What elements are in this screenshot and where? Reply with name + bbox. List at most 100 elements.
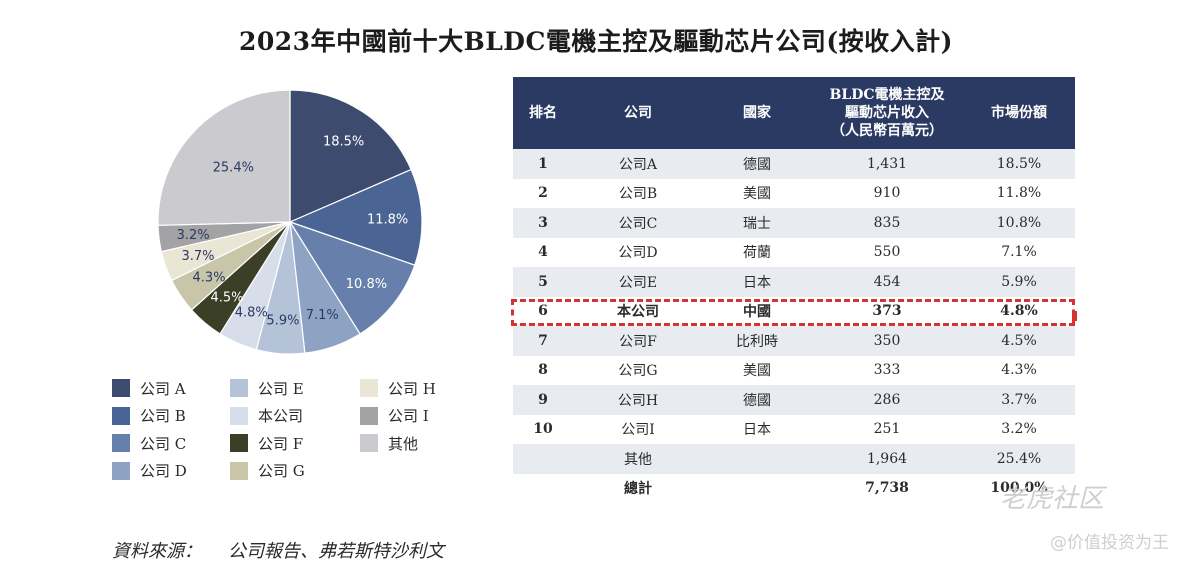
source-label: 資料來源： — [112, 541, 202, 562]
legend-label: 公司 I — [388, 407, 429, 425]
company-cell: 公司F — [573, 326, 703, 356]
legend-swatch — [112, 461, 130, 480]
share-cell: 5.9% — [963, 267, 1075, 297]
chart-title: 2023年中國前十大BLDC電機主控及驅動芯片公司(按收入計) — [238, 27, 954, 56]
pie-label-8: 3.7% — [181, 249, 214, 264]
pie-label-4: 5.9% — [266, 313, 299, 328]
pie-label-7: 4.3% — [193, 271, 226, 286]
share-cell: 100.0% — [963, 473, 1075, 503]
table-row: 其他 1,964 25.4% — [513, 444, 1075, 474]
company-cell: 其他 — [573, 444, 703, 474]
rank-cell: 1 — [513, 149, 573, 179]
revenue-cell: 1,964 — [811, 444, 963, 474]
legend-item: 公司 C — [112, 433, 186, 453]
revenue-cell: 333 — [811, 355, 963, 385]
company-cell: 公司I — [573, 414, 703, 444]
legend-item: 本公司 — [230, 406, 303, 426]
legend-label: 公司 H — [388, 379, 436, 398]
legend-item: 公司 E — [230, 378, 304, 398]
legend-swatch — [112, 379, 130, 397]
legend-label: 公司 C — [140, 434, 187, 453]
table-row: 總計 7,738 100.0% — [513, 473, 1075, 503]
pie-label-10: 25.4% — [213, 161, 254, 176]
legend-item: 公司 D — [112, 461, 187, 481]
country-cell: 美國 — [703, 178, 811, 208]
pie-slice-1 — [288, 168, 423, 266]
table-row: 2 公司B 美國 910 11.8% — [513, 178, 1075, 208]
company-cell: 總計 — [573, 473, 703, 503]
country-cell — [703, 444, 811, 474]
revenue-cell: 835 — [811, 208, 963, 238]
share-cell: 7.1% — [963, 237, 1075, 267]
rank-cell: 9 — [513, 385, 573, 415]
source-text: 公司報告、弗若斯特沙利文 — [228, 541, 444, 562]
pie-chart: 18.5% 11.8% 10.8% 7.1% 5.9%4.8%4.5% 4.3% 3.7% 3… — [157, 89, 423, 355]
table-row: 3 公司C 瑞士 835 10.8% — [513, 208, 1075, 238]
table-row: 4 公司D 荷蘭 550 7.1% — [513, 237, 1075, 267]
legend-swatch — [360, 406, 378, 425]
revenue-cell: 1,431 — [811, 149, 963, 179]
country-cell: 日本 — [703, 414, 811, 444]
pie-slice-0 — [289, 89, 412, 223]
legend-item: 其他 — [360, 433, 418, 453]
rank-cell — [513, 473, 573, 503]
company-cell: 公司C — [573, 208, 703, 238]
header-revenue: BLDC電機主控及 驅動芯片收入 （人民幣百萬元） — [811, 77, 963, 149]
pie-label-0: 18.5% — [323, 134, 364, 149]
pie-slice-2 — [288, 220, 416, 335]
legend-label: 公司 G — [258, 462, 305, 480]
country-cell — [703, 473, 811, 503]
country-cell: 荷蘭 — [703, 237, 811, 267]
share-cell: 4.5% — [963, 326, 1075, 356]
rank-cell: 5 — [513, 267, 573, 297]
pie-label-6: 4.5% — [211, 291, 244, 306]
legend-label: 公司 B — [140, 407, 186, 425]
country-cell: 中國 — [703, 296, 811, 326]
header-rank: 排名 — [513, 77, 573, 149]
share-cell: 4.8% — [963, 296, 1075, 326]
revenue-cell: 454 — [811, 267, 963, 297]
pie-slice-10 — [157, 89, 291, 226]
revenue-cell: 251 — [811, 414, 963, 444]
pie-label-9: 3.2% — [177, 228, 210, 243]
pie-label-2: 10.8% — [346, 277, 387, 292]
legend-swatch — [230, 434, 248, 452]
share-cell: 3.7% — [963, 385, 1075, 415]
company-cell: 公司D — [573, 237, 703, 267]
table-row: 7 公司F 比利時 350 4.5% — [513, 326, 1075, 356]
table-row: 8 公司G 美國 333 4.3% — [513, 355, 1075, 385]
country-cell: 比利時 — [703, 326, 811, 356]
revenue-cell: 350 — [811, 326, 963, 356]
country-cell: 德國 — [703, 149, 811, 179]
legend-swatch — [230, 406, 248, 425]
share-cell: 18.5% — [963, 149, 1075, 179]
country-cell: 日本 — [703, 267, 811, 297]
share-cell: 3.2% — [963, 414, 1075, 444]
pie-label-1: 11.8% — [367, 212, 408, 227]
table-row: 6 本公司 中國 373 4.8% — [513, 296, 1075, 326]
rank-cell: 6 — [513, 296, 573, 326]
legend-label: 其他 — [388, 434, 419, 453]
watermark-tagline: @价值投资为王 — [1050, 533, 1169, 553]
legend-swatch — [230, 461, 248, 480]
rank-cell: 2 — [513, 178, 573, 208]
table-row: 1 公司A 德國 1,431 18.5% — [513, 149, 1075, 179]
revenue-cell: 373 — [811, 296, 963, 326]
legend-label: 公司 D — [140, 462, 187, 480]
company-cell: 公司E — [573, 267, 703, 297]
pie-label-3: 7.1% — [306, 308, 339, 323]
legend-swatch — [360, 379, 378, 397]
revenue-cell: 7,738 — [811, 473, 963, 503]
header-country: 國家 — [703, 77, 811, 149]
share-cell: 11.8% — [963, 178, 1075, 208]
rank-cell — [513, 444, 573, 474]
country-cell: 美國 — [703, 355, 811, 385]
legend-swatch — [230, 379, 248, 397]
legend-item: 公司 G — [230, 461, 305, 481]
table-row: 5 公司E 日本 454 5.9% — [513, 267, 1075, 297]
table-row: 10 公司I 日本 251 3.2% — [513, 414, 1075, 444]
table-header-row: 排名 公司 國家 BLDC電機主控及 驅動芯片收入 （人民幣百萬元） 市場份額 — [513, 77, 1075, 149]
legend-label: 公司 F — [258, 434, 304, 453]
header-share: 市場份額 — [963, 77, 1075, 149]
